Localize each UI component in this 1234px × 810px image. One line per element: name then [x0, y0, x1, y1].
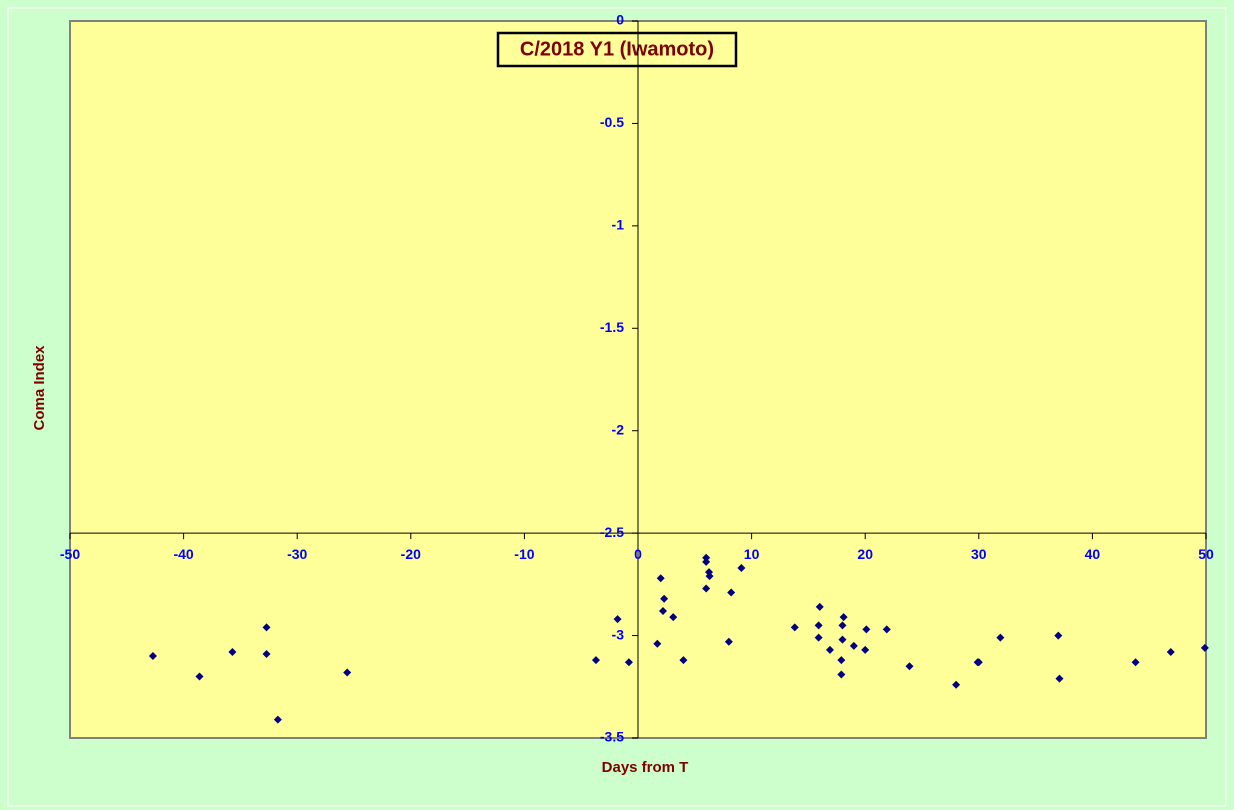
data-point [839, 613, 848, 622]
data-point [624, 658, 633, 667]
data-point [737, 563, 746, 572]
data-point [974, 658, 983, 667]
data-point [679, 656, 688, 665]
y-tick-label: -1 [612, 217, 625, 233]
data-point [702, 557, 711, 566]
data-point [724, 637, 733, 646]
x-tick-label: 40 [1085, 546, 1101, 562]
data-point [837, 670, 846, 679]
data-point [1055, 674, 1064, 683]
data-point [653, 639, 662, 648]
data-point [838, 635, 847, 644]
data-point [996, 633, 1005, 642]
data-point [591, 656, 600, 665]
data-point [669, 613, 678, 622]
x-tick-label: -50 [60, 546, 80, 562]
data-point [702, 553, 711, 562]
data-point [814, 621, 823, 630]
x-axis-title: Days from T [602, 759, 689, 776]
data-point [849, 641, 858, 650]
data-point [148, 652, 157, 661]
data-point [705, 572, 714, 581]
data-point [814, 633, 823, 642]
x-tick-label: 0 [634, 546, 642, 562]
x-tick-label: -20 [401, 546, 421, 562]
y-tick-label: -0.5 [600, 114, 624, 130]
y-tick-label: -3.5 [600, 729, 624, 745]
x-tick-label: -40 [173, 546, 193, 562]
data-point [262, 623, 271, 632]
data-point [613, 615, 622, 624]
data-point [273, 715, 282, 724]
data-point [656, 574, 665, 583]
data-point [825, 645, 834, 654]
data-point [837, 656, 846, 665]
data-point [262, 650, 271, 659]
data-point [838, 621, 847, 630]
y-tick-label: -2 [612, 421, 625, 437]
y-tick-label: -1.5 [600, 319, 624, 335]
y-tick-label: -2.5 [600, 524, 624, 540]
y-tick-label: -3 [612, 626, 625, 642]
x-tick-label: 50 [1198, 546, 1214, 562]
y-axis-title: Coma Index [31, 345, 48, 431]
data-point [952, 680, 961, 689]
data-point [228, 647, 237, 656]
data-point [195, 672, 204, 681]
x-tick-label: 20 [857, 546, 873, 562]
x-tick-label: 10 [744, 546, 760, 562]
data-point [861, 645, 870, 654]
title-box [496, 31, 738, 68]
data-point [658, 606, 667, 615]
data-point [660, 594, 669, 603]
data-point [905, 662, 914, 671]
data-point [343, 668, 352, 677]
data-point [1131, 658, 1140, 667]
x-tick-label: -10 [514, 546, 534, 562]
data-point [727, 588, 736, 597]
data-point [1166, 647, 1175, 656]
data-point [815, 602, 824, 611]
x-tick-label: -30 [287, 546, 307, 562]
data-point [1200, 643, 1209, 652]
chart-title: C/2018 Y1 (Iwamoto) [520, 38, 714, 60]
data-point [1054, 631, 1063, 640]
y-tick-label: 0 [616, 12, 624, 28]
data-point [790, 623, 799, 632]
data-point [702, 584, 711, 593]
data-point [882, 625, 891, 634]
x-tick-label: 30 [971, 546, 987, 562]
data-point [862, 625, 871, 634]
